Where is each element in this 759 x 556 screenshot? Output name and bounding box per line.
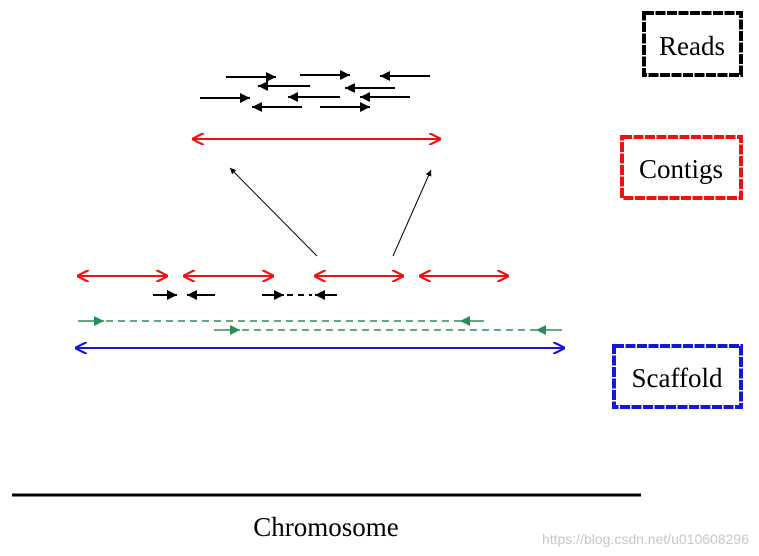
legend-scaffold-box — [612, 344, 743, 409]
legend-reads-box — [642, 11, 743, 77]
legend-reads-label: Reads — [659, 31, 725, 61]
legend-scaffold-label: Scaffold — [632, 363, 723, 393]
legend-contigs: Contigs — [620, 135, 743, 200]
legend-contigs-label: Contigs — [639, 154, 723, 184]
legend-reads: Reads — [642, 11, 743, 77]
connector-arrows — [229, 167, 432, 257]
connector-arrow-left — [229, 167, 318, 257]
connector-arrow-right — [392, 169, 432, 257]
watermark: https://blog.csdn.net/u010608296 — [542, 531, 749, 547]
legend-scaffold: Scaffold — [612, 344, 743, 409]
chromosome-label: Chromosome — [253, 512, 399, 542]
mate-pairs — [78, 316, 562, 335]
legend-contigs-box — [620, 135, 743, 200]
reads-cluster — [200, 70, 430, 112]
